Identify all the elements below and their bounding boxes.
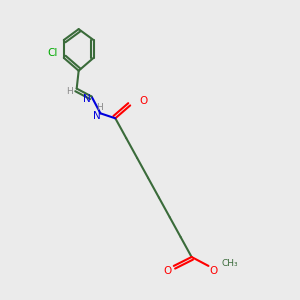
Text: O: O (164, 266, 172, 276)
Text: N: N (83, 94, 91, 104)
Text: Cl: Cl (48, 48, 58, 58)
Text: CH₃: CH₃ (221, 260, 238, 268)
Text: O: O (209, 266, 217, 276)
Text: O: O (139, 97, 147, 106)
Text: H: H (96, 103, 103, 112)
Text: N: N (93, 111, 101, 121)
Text: H: H (66, 87, 73, 96)
